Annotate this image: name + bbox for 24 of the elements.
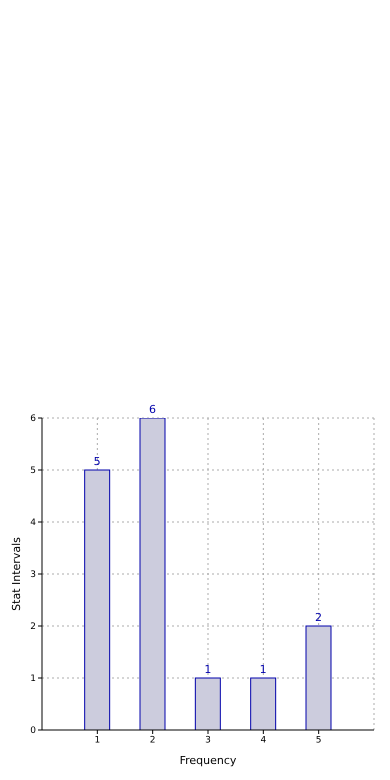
bar bbox=[84, 470, 110, 730]
y-axis-title: Stat Intervals bbox=[10, 536, 23, 611]
x-axis-title: Frequency bbox=[180, 754, 237, 767]
bar bbox=[306, 626, 332, 730]
bar bbox=[194, 678, 221, 730]
x-tick-label: 5 bbox=[316, 735, 322, 746]
data-label: 6 bbox=[149, 403, 156, 416]
bar bbox=[250, 678, 276, 730]
data-label: 2 bbox=[315, 611, 322, 624]
x-tick-label: 2 bbox=[150, 735, 156, 746]
x-tick-label: 3 bbox=[205, 735, 211, 746]
data-label: 5 bbox=[94, 455, 101, 468]
bar bbox=[140, 418, 166, 730]
x-tick-label: 1 bbox=[94, 735, 100, 746]
y-tick-label: 5 bbox=[30, 466, 36, 476]
y-tick-label: 2 bbox=[30, 622, 36, 632]
y-tick-label: 1 bbox=[30, 674, 36, 684]
y-tick-label: 4 bbox=[30, 518, 36, 528]
data-label: 1 bbox=[204, 663, 212, 676]
data-label: 1 bbox=[260, 663, 267, 676]
y-tick-label: 3 bbox=[30, 570, 36, 580]
y-tick-label: 6 bbox=[30, 414, 36, 424]
y-tick-label: 0 bbox=[30, 726, 36, 736]
x-tick-label: 4 bbox=[260, 735, 266, 746]
